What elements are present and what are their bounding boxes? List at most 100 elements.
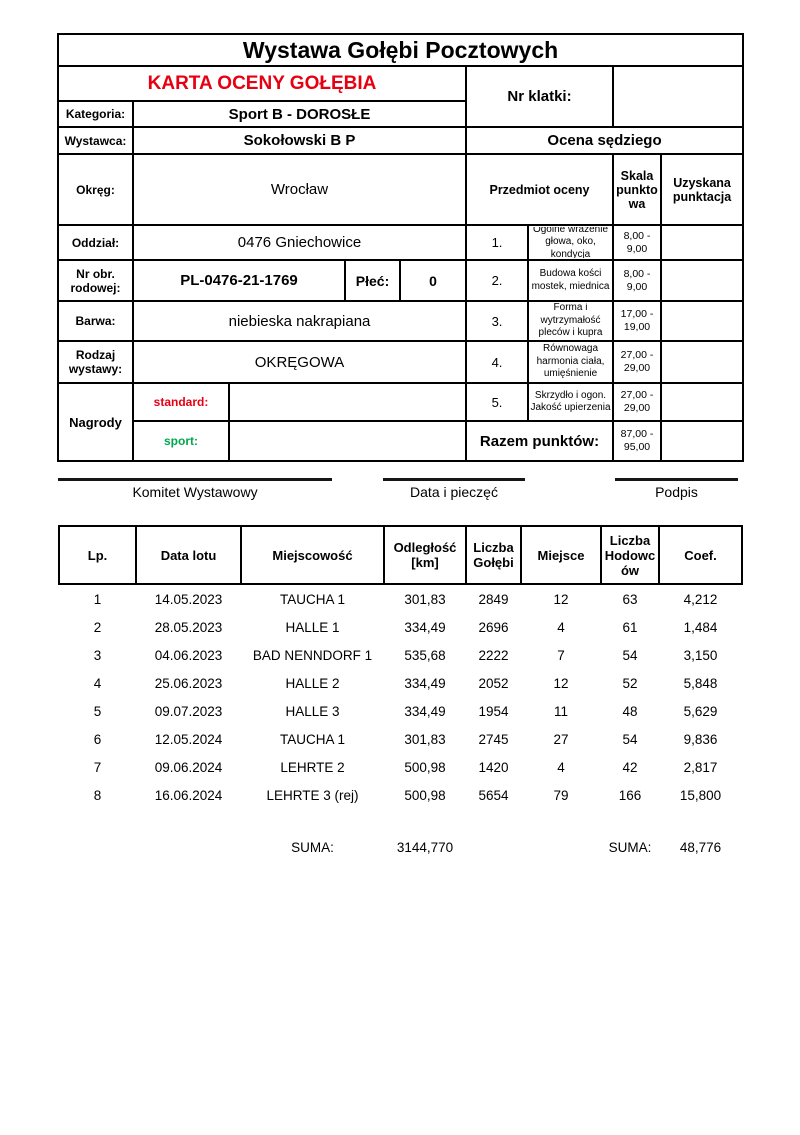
criterion-description: Skrzydło i ogon. Jakość upierzenia bbox=[527, 382, 614, 422]
flight-row: 4 25.06.2023 HALLE 2 334,49 2052 12 52 5,848 bbox=[59, 669, 742, 697]
cell-lp: 5 bbox=[93, 703, 102, 719]
col-header-breeder-count: Liczba Hodowców bbox=[600, 525, 660, 585]
assessment-subject-header: Przedmiot oceny bbox=[465, 153, 614, 226]
flights-table: Lp. Data lotu Miejscowość Odległość [km]… bbox=[58, 525, 743, 861]
cell-date: 12.05.2024 bbox=[154, 731, 223, 747]
cell-breeders: 48 bbox=[622, 703, 638, 719]
cell-location: HALLE 3 bbox=[285, 703, 340, 719]
suma-label-left: SUMA: bbox=[291, 839, 334, 855]
card-subtitle: KARTA OCENY GOŁĘBIA bbox=[57, 65, 467, 102]
criterion-scale: 17,00 - 19,00 bbox=[612, 300, 662, 342]
flight-row: 5 09.07.2023 HALLE 3 334,49 1954 11 48 5,629 bbox=[59, 697, 742, 725]
suma-distance-total: 3144,770 bbox=[396, 839, 454, 855]
cell-place: 4 bbox=[557, 759, 565, 775]
cell-date: 04.06.2023 bbox=[154, 647, 223, 663]
cage-number-label: Nr klatki: bbox=[465, 65, 614, 128]
criterion-number: 1. bbox=[465, 224, 529, 261]
total-points-scale: 87,00 - 95,00 bbox=[612, 420, 662, 462]
cell-location: LEHRTE 2 bbox=[280, 759, 345, 775]
cell-location: TAUCHA 1 bbox=[279, 591, 345, 607]
flight-row: 2 28.05.2023 HALLE 1 334,49 2696 4 61 1,484 bbox=[59, 613, 742, 641]
award-sport-value-cell bbox=[228, 420, 467, 462]
cell-pigeons: 2222 bbox=[478, 647, 509, 663]
cell-distance: 301,83 bbox=[404, 591, 446, 607]
col-header-lp: Lp. bbox=[58, 525, 137, 585]
criterion-score-cell bbox=[659, 259, 745, 302]
cell-place: 27 bbox=[553, 731, 569, 747]
criterion-number: 5. bbox=[465, 382, 529, 422]
flights-header-row: Lp. Data lotu Miejscowość Odległość [km]… bbox=[58, 525, 743, 585]
cell-place: 4 bbox=[557, 619, 565, 635]
cell-pigeons: 1954 bbox=[478, 703, 509, 719]
criterion-scale: 27,00 - 29,00 bbox=[612, 382, 662, 422]
cell-lp: 6 bbox=[93, 731, 102, 747]
suma-label-right: SUMA: bbox=[608, 839, 652, 855]
signature-committee-label: Komitet Wystawowy bbox=[132, 484, 258, 500]
criterion-description: Budowa kości mostek, miednica bbox=[527, 259, 614, 302]
cell-pigeons: 2696 bbox=[478, 619, 509, 635]
col-header-location: Miejscowość bbox=[240, 525, 385, 585]
col-header-pigeon-count: Liczba Gołębi bbox=[465, 525, 522, 585]
flight-row: 8 16.06.2024 LEHRTE 3 (rej) 500,98 5654 79 166… bbox=[59, 781, 742, 809]
suma-coef-total: 48,776 bbox=[679, 839, 722, 855]
cell-coef: 2,817 bbox=[683, 759, 718, 775]
cell-pigeons: 2849 bbox=[478, 591, 509, 607]
awards-label: Nagrody bbox=[57, 382, 134, 462]
cell-date: 09.07.2023 bbox=[154, 703, 223, 719]
criterion-number: 4. bbox=[465, 340, 529, 384]
cell-distance: 301,83 bbox=[404, 731, 446, 747]
cell-location: TAUCHA 1 bbox=[279, 731, 345, 747]
cell-distance: 334,49 bbox=[404, 619, 446, 635]
award-sport-label: sport: bbox=[132, 420, 230, 462]
cell-lp: 1 bbox=[93, 591, 102, 607]
cell-breeders: 54 bbox=[622, 647, 638, 663]
criterion-scale: 8,00 - 9,00 bbox=[612, 259, 662, 302]
spacer-row bbox=[59, 809, 742, 833]
cell-breeders: 61 bbox=[622, 619, 638, 635]
signature-committee: Komitet Wystawowy bbox=[58, 478, 332, 500]
cell-location: LEHRTE 3 (rej) bbox=[266, 787, 359, 803]
ring-number-label: Nr obr. rodowej: bbox=[57, 259, 134, 302]
exhibitor-value: Sokołowski B P bbox=[132, 126, 467, 155]
criterion-score-cell bbox=[659, 340, 745, 384]
cell-pigeons: 2745 bbox=[478, 731, 509, 747]
cell-pigeons: 1420 bbox=[478, 759, 509, 775]
cell-coef: 5,848 bbox=[683, 675, 718, 691]
criterion-number: 3. bbox=[465, 300, 529, 342]
cell-date: 16.06.2024 bbox=[154, 787, 223, 803]
cell-coef: 4,212 bbox=[683, 591, 718, 607]
cell-distance: 334,49 bbox=[404, 703, 446, 719]
cell-date: 09.06.2024 bbox=[154, 759, 223, 775]
category-value: Sport B - DOROSŁE bbox=[132, 100, 467, 128]
criterion-description: Równowaga harmonia ciała, umięśnienie bbox=[527, 340, 614, 384]
evaluation-card: Wystawa Gołębi Pocztowych KARTA OCENY GO… bbox=[56, 33, 745, 462]
criterion-description: Forma i wytrzymałość pleców i kupra bbox=[527, 300, 614, 342]
total-points-score-cell bbox=[659, 420, 745, 462]
cell-place: 12 bbox=[553, 675, 569, 691]
show-type-value: OKRĘGOWA bbox=[132, 340, 467, 384]
ring-number-value: PL-0476-21-1769 bbox=[132, 259, 346, 302]
cell-distance: 535,68 bbox=[404, 647, 446, 663]
cell-date: 28.05.2023 bbox=[154, 619, 223, 635]
col-header-coef: Coef. bbox=[658, 525, 743, 585]
award-standard-value-cell bbox=[228, 382, 467, 422]
cell-date: 25.06.2023 bbox=[154, 675, 223, 691]
cell-place: 11 bbox=[553, 703, 568, 719]
cell-breeders: 52 bbox=[622, 675, 638, 691]
points-scale-header: Skala punktowa bbox=[612, 153, 662, 226]
cell-lp: 7 bbox=[93, 759, 102, 775]
sex-value: 0 bbox=[399, 259, 467, 302]
cell-breeders: 54 bbox=[622, 731, 638, 747]
cell-coef: 9,836 bbox=[683, 731, 718, 747]
flights-results: Lp. Data lotu Miejscowość Odległość [km]… bbox=[58, 525, 743, 861]
cell-coef: 3,150 bbox=[683, 647, 718, 663]
criterion-number: 2. bbox=[465, 259, 529, 302]
cell-breeders: 42 bbox=[622, 759, 638, 775]
signature-podpis-label: Podpis bbox=[655, 484, 698, 500]
col-header-place: Miejsce bbox=[520, 525, 602, 585]
district-label: Okręg: bbox=[57, 153, 134, 226]
branch-value: 0476 Gniechowice bbox=[132, 224, 467, 261]
color-value: niebieska nakrapiana bbox=[132, 300, 467, 342]
evaluation-card-table: Wystawa Gołębi Pocztowych KARTA OCENY GO… bbox=[56, 33, 745, 462]
